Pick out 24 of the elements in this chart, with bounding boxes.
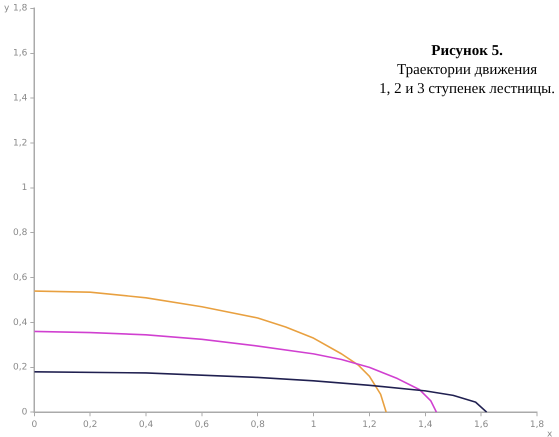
y-tick-label: 0 bbox=[22, 408, 28, 418]
y-tick-label: 1,4 bbox=[12, 93, 28, 104]
y-tick-label: 0,4 bbox=[12, 318, 28, 328]
x-tick-label: 1 bbox=[310, 420, 316, 430]
y-tick-label: 0,6 bbox=[12, 272, 28, 283]
y-axis-title: y bbox=[4, 4, 10, 14]
x-tick-label: 0,4 bbox=[138, 420, 154, 430]
x-tick-label: 1,2 bbox=[362, 420, 377, 430]
x-tick-label: 1,4 bbox=[418, 420, 433, 430]
y-tick-label: 1,8 bbox=[12, 4, 28, 14]
y-tick-label: 1,2 bbox=[12, 138, 28, 148]
y-tick-label: 1,6 bbox=[12, 48, 28, 59]
x-tick-label: 0 bbox=[31, 420, 38, 430]
x-tick-label: 1,8 bbox=[530, 420, 544, 430]
x-tick-label: 1,6 bbox=[474, 420, 489, 430]
x-axis-title: x bbox=[547, 430, 553, 437]
x-tick-label: 0,8 bbox=[250, 420, 266, 430]
x-tick-label: 0,6 bbox=[194, 420, 210, 430]
x-tick-label: 0,2 bbox=[83, 420, 98, 430]
y-tick-label: 1 bbox=[22, 183, 28, 194]
y-tick-label: 0,8 bbox=[12, 228, 28, 238]
text: Траектории движения 1, 2 и 3 ступенек лестницы. bbox=[379, 61, 555, 99]
text: Рисунок 5. bbox=[430, 42, 504, 61]
y-tick-label: 0,2 bbox=[12, 362, 28, 373]
